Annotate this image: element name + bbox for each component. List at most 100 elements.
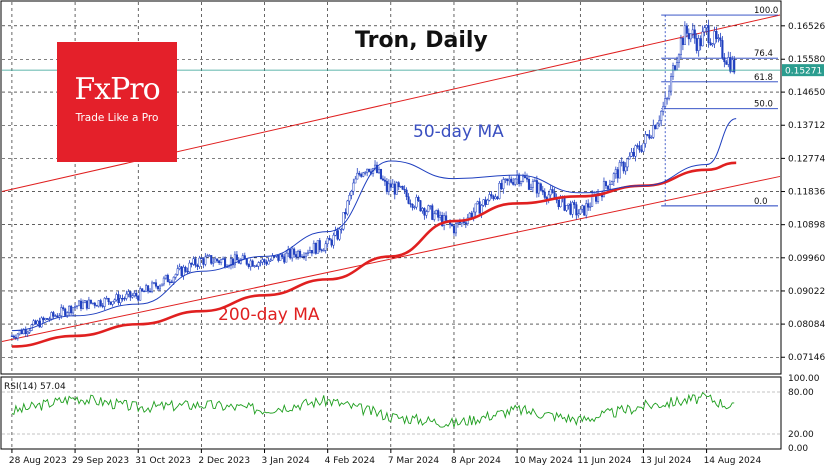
candle-body [105, 297, 108, 300]
x-tick-label: 31 Oct 2023 [135, 456, 191, 466]
candle-body [685, 25, 688, 34]
candle-body [91, 302, 94, 305]
candle-body [310, 250, 313, 254]
candle-body [435, 210, 438, 215]
candle-body [66, 312, 69, 316]
candle-body [56, 315, 59, 318]
candle-body [687, 33, 690, 40]
y-tick-label: 0.09022 [788, 287, 825, 297]
candle-body [484, 199, 487, 205]
candle-body [271, 255, 274, 261]
candle-body [431, 205, 434, 220]
moving-averages [11, 118, 737, 348]
candle-body [476, 201, 479, 205]
candle-body [624, 166, 627, 172]
candle-body [413, 206, 416, 209]
candle-body [145, 285, 148, 292]
candle-body [482, 199, 485, 206]
candle-body [350, 191, 353, 196]
candle-body [644, 134, 647, 144]
candle-body [468, 212, 471, 219]
candle-body [10, 335, 13, 337]
candle-body [332, 234, 335, 246]
grid [2, 2, 780, 448]
rsi-axis-label: 0.00 [788, 444, 808, 454]
candle-body [131, 295, 134, 298]
candle-body [89, 299, 92, 304]
candle-body [425, 211, 428, 216]
candle-body [298, 250, 302, 258]
candle-body [492, 195, 495, 200]
candle-body [612, 173, 615, 183]
candle-body [20, 330, 23, 335]
candle-body [504, 178, 507, 180]
candle-body [218, 260, 221, 264]
candle-body [75, 305, 79, 307]
candle-body [429, 205, 432, 207]
candle-body [170, 281, 173, 283]
candle-body [423, 208, 426, 216]
candle-body [409, 203, 412, 205]
candle-body [494, 196, 497, 200]
candle-body [541, 190, 544, 193]
x-tick-label: 4 Feb 2024 [325, 456, 376, 466]
candle-body [405, 189, 408, 197]
candle-body [324, 243, 327, 251]
candle-body [52, 312, 55, 317]
candle-body [512, 182, 515, 185]
candle-body [368, 168, 371, 172]
candle-body [518, 174, 521, 185]
candle-body [689, 33, 692, 40]
candle-body [283, 256, 286, 263]
candle-body [640, 149, 643, 152]
candle-body [677, 54, 681, 63]
candle-body [235, 254, 238, 261]
candle-body [537, 183, 540, 194]
fibonacci-levels: 100.0 76.4 61.8 50.0 0.0 [661, 6, 778, 207]
candle-body [174, 274, 177, 278]
candle-body [401, 185, 404, 190]
candle-body [569, 203, 572, 215]
x-axis: 28 Aug 2023 29 Sep 2023 31 Oct 2023 2 Dec 2… [9, 449, 762, 466]
price-tag-label: 0.15271 [785, 67, 822, 77]
y-tick-label: 0.16526 [788, 22, 825, 32]
candle-body [533, 180, 536, 182]
candle-body [198, 257, 201, 267]
candle-body [34, 320, 37, 325]
candle-body [101, 305, 104, 307]
candle-body [188, 262, 191, 272]
candle-body [99, 300, 102, 307]
candle-body [222, 258, 225, 260]
candle-body [377, 168, 381, 173]
candle-body [60, 307, 63, 317]
candle-body [340, 228, 343, 231]
candle-body [596, 193, 600, 202]
candle-body [229, 258, 233, 266]
candle-body [109, 301, 112, 305]
candle-body [320, 249, 323, 251]
candle-body [352, 182, 355, 192]
candle-body [691, 29, 694, 35]
candle-body [439, 215, 442, 218]
candle-body [97, 300, 100, 307]
candle-body [539, 183, 542, 191]
candle-body [269, 259, 272, 262]
candle-body [113, 299, 116, 302]
candle-body [699, 38, 702, 47]
candle-body [632, 151, 635, 157]
candle-body [366, 168, 369, 173]
candle-body [133, 292, 136, 296]
candle-body [178, 266, 181, 269]
candle-body [618, 162, 621, 179]
candle-body [719, 37, 722, 41]
candle-body [180, 266, 183, 277]
candle-body [26, 331, 29, 334]
channel-upper-line [1, 14, 781, 193]
candle-body [194, 258, 197, 266]
candle-body [192, 258, 195, 265]
x-tick-label: 28 Aug 2023 [9, 456, 67, 466]
candle-body [168, 281, 171, 283]
candle-body [87, 299, 90, 309]
candle-body [360, 174, 363, 177]
candle-body [681, 38, 684, 45]
